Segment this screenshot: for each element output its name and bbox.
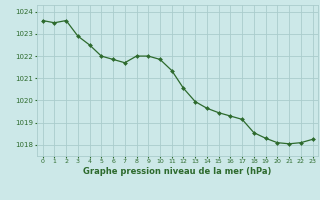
X-axis label: Graphe pression niveau de la mer (hPa): Graphe pression niveau de la mer (hPa) bbox=[84, 167, 272, 176]
